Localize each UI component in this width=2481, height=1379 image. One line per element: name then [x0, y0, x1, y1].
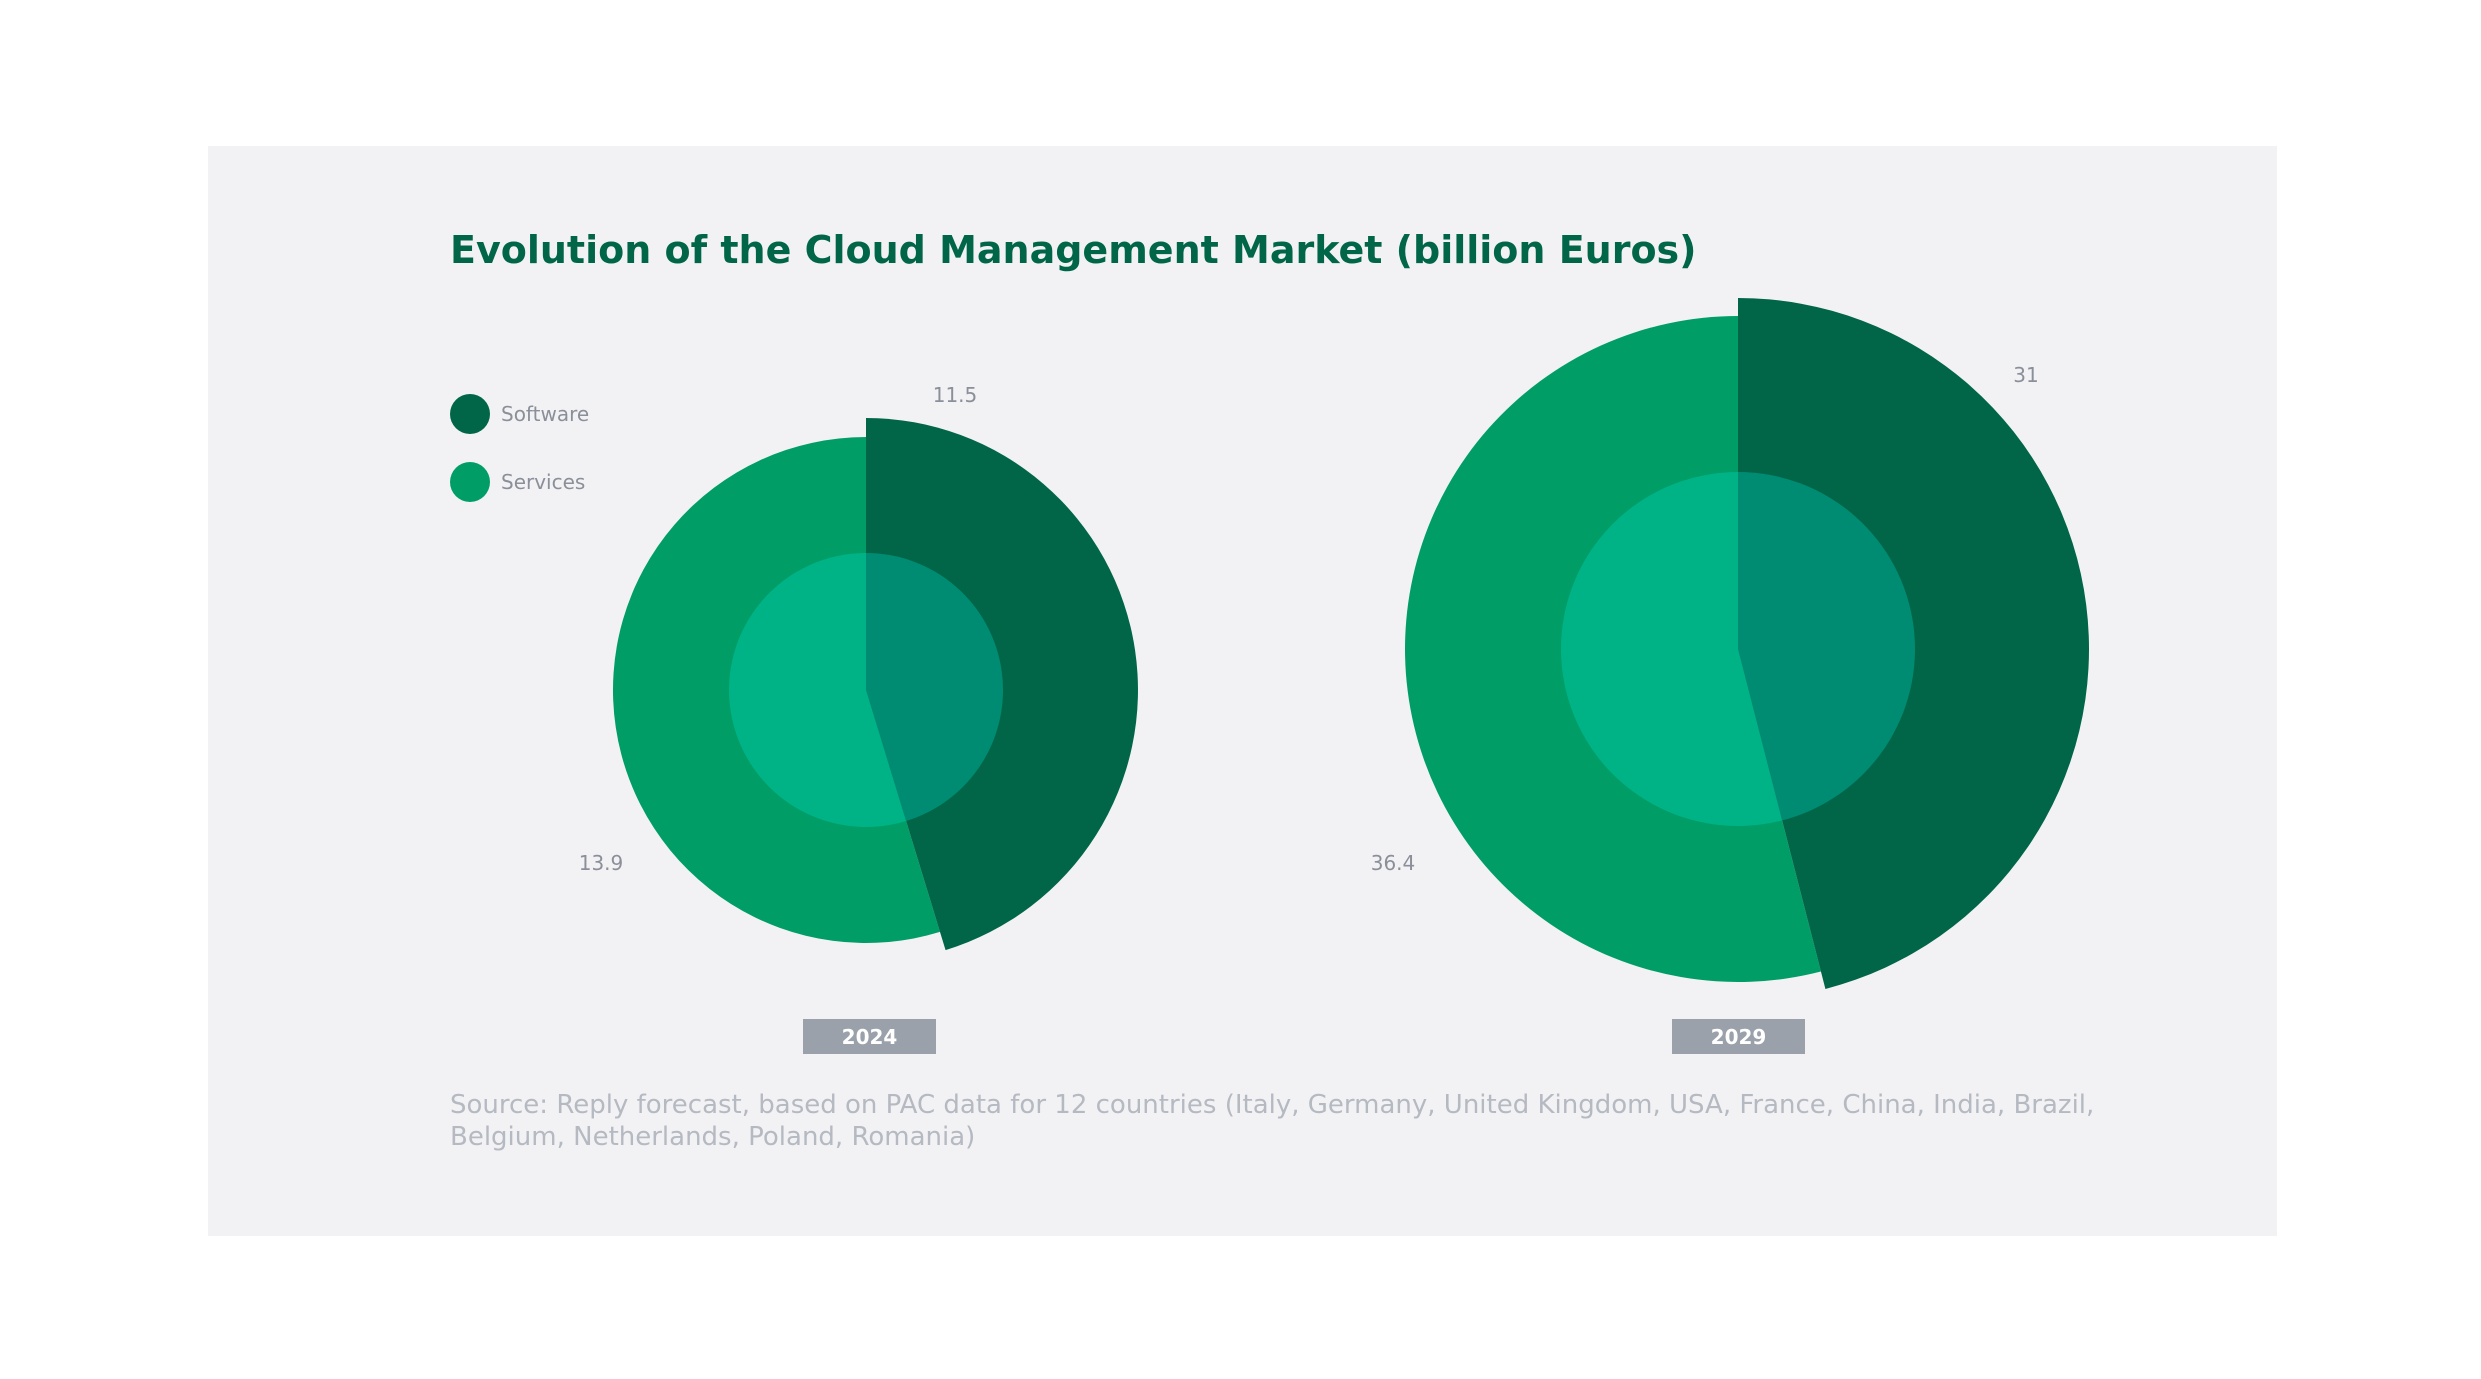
pie-chart-2029: 31 36.4 2029: [1371, 298, 2090, 1054]
pie-chart-2024: 11.5 13.9 2024: [579, 383, 1138, 1054]
year-badge-2024: [803, 1019, 936, 1054]
year-label-2029: 2029: [1711, 1025, 1767, 1049]
legend-item-services: Services: [450, 462, 589, 502]
legend-swatch-software: [450, 394, 490, 434]
inner-slice-services-2024: [729, 553, 907, 828]
inner-slice-software-2029: [1738, 472, 1915, 821]
legend-item-software: Software: [450, 394, 589, 434]
legend-swatch-services: [450, 462, 490, 502]
inner-slice-software-2024: [866, 553, 1004, 822]
legend-label-services: Services: [501, 470, 586, 494]
legend-label-software: Software: [501, 402, 590, 426]
year-label-2024: 2024: [842, 1025, 898, 1049]
inner-slice-services-2029: [1560, 471, 1783, 826]
chart-title: Evolution of the Cloud Management Market…: [450, 228, 1697, 272]
year-badge-2029: [1672, 1019, 1805, 1054]
source-note: Source: Reply forecast, based on PAC dat…: [450, 1090, 2095, 1152]
value-label-software-2029: 31: [2013, 363, 2038, 387]
value-label-services-2029: 36.4: [1371, 851, 1416, 875]
legend: Software Services: [450, 394, 589, 530]
value-label-software-2024: 11.5: [933, 383, 978, 407]
value-label-services-2024: 13.9: [579, 851, 624, 875]
